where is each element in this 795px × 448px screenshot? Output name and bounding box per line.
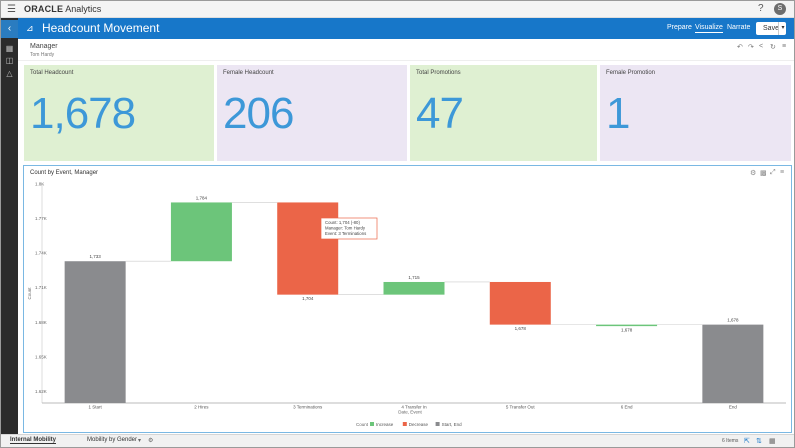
y-tick-label: 1.77K [35, 216, 47, 221]
tooltip-box [320, 217, 378, 240]
page-title: Headcount Movement [42, 21, 160, 35]
waterfall-chart: 1.8K 1.77K 1.74K 1.71K 1.68K 1.65K 1.62K Count 1… [27, 182, 786, 427]
waterfall-bar-1 [64, 261, 126, 403]
y-tick-label: 1.65K [35, 354, 47, 359]
legend-swatch [402, 422, 407, 426]
redo-icon[interactable]: ↷ [748, 44, 754, 51]
legend-item-label: Decrease [409, 422, 429, 427]
grid-icon[interactable]: ▦ [769, 438, 776, 445]
chart-menu-icon[interactable]: ≡ [780, 169, 785, 176]
y-tick-label: 1.8K [35, 182, 44, 187]
filter-bar: Manager Tom Hardy ↶ ↷ < ↻ ≡ [18, 39, 794, 61]
x-tick-label: 3 Terminations [293, 405, 323, 410]
waterfall-bar-6 [596, 324, 658, 327]
tooltip-line: Event: 3 Terminations [325, 231, 366, 236]
maximize-icon[interactable]: ⤢ [770, 169, 776, 176]
tooltip-line: Manager: Tom Hardy [325, 226, 366, 231]
y-axis-title: Count [27, 287, 32, 300]
kpi-card-female-headcount[interactable]: Female Headcount 206 [217, 65, 407, 161]
data-label: 1,715 [408, 275, 420, 280]
canvas-tab-mobility-by-gender[interactable]: Mobility by Gender [87, 437, 138, 443]
header-bar: ⊿ Headcount Movement Prepare Visualize N… [18, 18, 794, 39]
sort-icon[interactable]: ⇅ [756, 438, 762, 445]
legend-item-label: Increase [376, 422, 394, 427]
undo-icon[interactable]: ↶ [737, 44, 743, 51]
kpi-value: 47 [416, 89, 464, 138]
waterfall-bar-4 [383, 281, 445, 295]
tab-prepare[interactable]: Prepare [667, 24, 692, 31]
chart-icon: ⊿ [26, 23, 34, 33]
kpi-title: Total Headcount [30, 70, 74, 76]
legend-swatch [370, 422, 374, 426]
legend-swatch [435, 422, 440, 426]
data-label: 1,678 [727, 318, 739, 323]
tooltip-line: Count: 1,704 (-80) [325, 220, 360, 225]
items-count: 6 Items [722, 438, 739, 444]
kpi-title: Female Headcount [223, 70, 274, 76]
side-nav: ‹ ▦ ◫ △ [1, 18, 18, 447]
refresh-icon[interactable]: ↻ [770, 44, 776, 51]
fit-icon[interactable]: ⇱ [744, 438, 750, 445]
x-tick-label: End [729, 405, 738, 410]
x-tick-label: 2 Hires [194, 405, 209, 410]
waterfall-bar-5 [489, 281, 551, 325]
x-tick-label: 5 Transfer Out [506, 405, 536, 410]
bottom-bar: Internal Mobility Mobility by Gender ▾ ⚙… [1, 434, 794, 447]
kpi-card-female-promotion[interactable]: Female Promotion 1 [600, 65, 791, 161]
add-canvas-icon[interactable]: ⚙ [148, 438, 154, 444]
x-tick-label: 6 End [621, 405, 633, 410]
tab-dropdown-icon[interactable]: ▾ [138, 438, 142, 444]
y-tick-label: 1.71K [35, 285, 47, 290]
legend-title: Count [356, 422, 369, 427]
back-arrow-icon[interactable]: ‹ [1, 20, 18, 38]
data-label: 1,678 [621, 328, 633, 333]
more-menu-icon[interactable]: ≡ [782, 43, 787, 50]
kpi-value: 206 [223, 89, 294, 138]
hamburger-menu-icon[interactable]: ☰ [7, 4, 16, 15]
product-brand: ORACLE Analytics [24, 4, 102, 14]
kpi-card-total-promotions[interactable]: Total Promotions 47 [410, 65, 597, 161]
top-bar: ☰ ORACLE Analytics ? S [1, 1, 794, 18]
share-icon[interactable]: < [759, 43, 764, 50]
chart-settings-icon[interactable]: ⚙ [750, 170, 757, 177]
tab-narrate[interactable]: Narrate [727, 24, 751, 31]
visualizations-icon[interactable]: ◫ [5, 56, 14, 65]
kpi-title: Female Promotion [606, 70, 656, 76]
data-label: 1,678 [515, 326, 527, 331]
waterfall-bar-7 [702, 324, 764, 403]
waterfall-chart-panel[interactable]: Count by Event, Manager ⚙ ▩ ⤢ ≡ 1.8K 1.77… [23, 165, 792, 433]
data-label: 1,784 [196, 195, 208, 200]
canvas-tab-internal-mobility[interactable]: Internal Mobility [10, 437, 57, 444]
kpi-value: 1,678 [30, 89, 136, 138]
y-tick-label: 1.62K [35, 389, 47, 394]
tab-visualize[interactable]: Visualize [695, 24, 723, 33]
chart-title: Count by Event, Manager [30, 170, 99, 176]
y-tick-label: 1.68K [35, 320, 47, 325]
user-avatar[interactable]: S [774, 3, 786, 15]
data-panel-icon[interactable]: ▦ [5, 44, 14, 53]
x-tick-label: 4 Transfer In [401, 405, 427, 410]
data-label: 1,704 [302, 296, 314, 301]
help-icon[interactable]: ? [758, 3, 764, 14]
data-label: 1,733 [90, 254, 102, 259]
waterfall-bar-3 [277, 202, 339, 295]
analytics-icon[interactable]: △ [6, 69, 13, 78]
kpi-title: Total Promotions [416, 70, 461, 76]
x-axis-title: Date, Event [398, 410, 422, 415]
filter-label[interactable]: Manager [30, 43, 58, 50]
waterfall-bar-2 [170, 202, 232, 262]
x-tick-label: 1 Start [89, 405, 103, 410]
kpi-value: 1 [606, 89, 631, 138]
y-tick-label: 1.74K [35, 251, 47, 256]
save-dropdown-icon[interactable]: ▾ [778, 22, 787, 35]
kpi-card-total-headcount[interactable]: Total Headcount 1,678 [24, 65, 214, 161]
legend-item-label: Start, End [442, 422, 463, 427]
chart-type-icon[interactable]: ▩ [760, 170, 767, 177]
filter-value: Tom Hardy [30, 52, 55, 58]
